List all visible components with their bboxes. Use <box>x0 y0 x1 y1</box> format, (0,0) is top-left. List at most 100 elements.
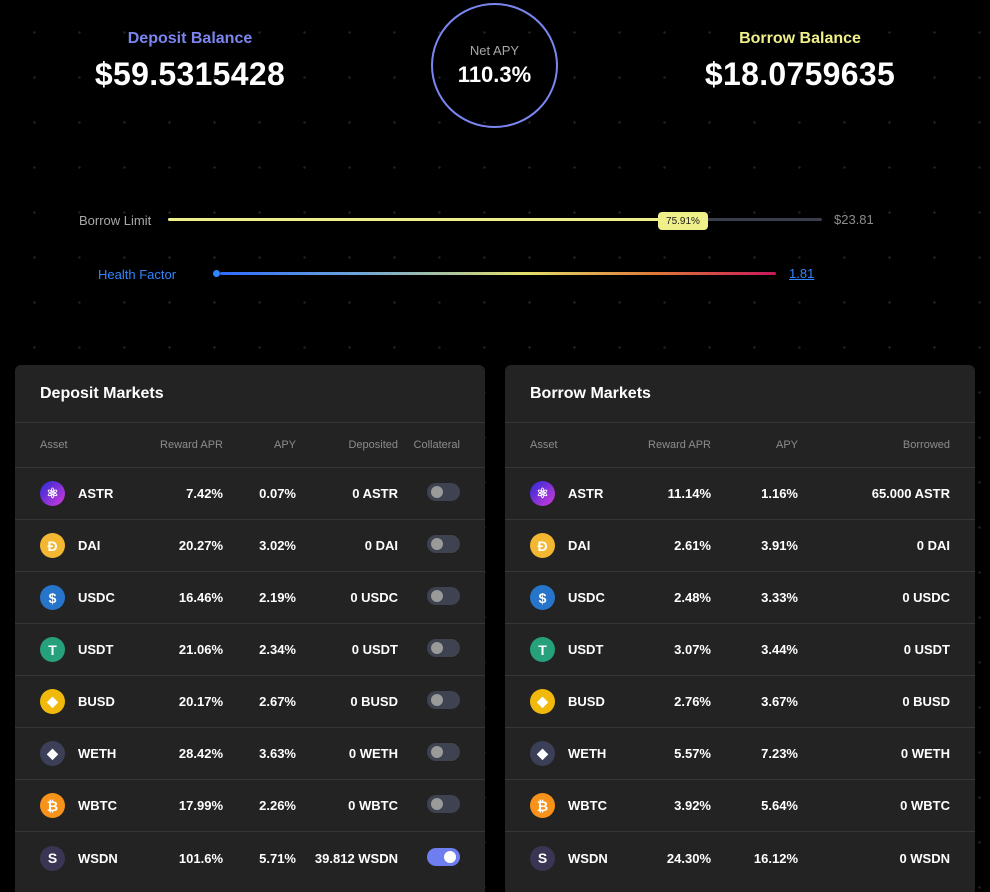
toggle-knob <box>431 746 443 758</box>
apy-value: 3.02% <box>259 538 296 553</box>
reward-apr-value: 24.30% <box>666 850 711 866</box>
header-deposited: Deposited <box>348 439 398 451</box>
deposit-row-usdc[interactable]: $ USDC 16.46% 2.19% 0 USDC <box>15 572 485 624</box>
toggle-knob <box>431 798 443 810</box>
collateral-toggle[interactable] <box>427 795 460 813</box>
asset-name: USDT <box>568 642 604 657</box>
toggle-knob <box>431 694 443 706</box>
asset-cell: S WSDN <box>15 845 155 871</box>
asset-cell: ◆ WETH <box>15 741 155 766</box>
collateral-cell <box>398 743 460 764</box>
collateral-toggle[interactable] <box>427 691 460 709</box>
reward-apr-value: 20.17% <box>178 694 223 709</box>
header-asset: Asset <box>40 439 68 451</box>
collateral-cell <box>398 795 460 816</box>
collateral-cell <box>398 847 460 869</box>
asset-cell: ◆ BUSD <box>15 689 155 714</box>
health-factor-label: Health Factor <box>98 267 177 282</box>
borrowed-value: 0 WBTC <box>900 798 950 813</box>
borrowed-value: 65.000 ASTR <box>871 486 950 501</box>
deposit-rows: ⚛ ASTR 7.42% 0.07% 0 ASTR Đ DAI 20.27% 3.02% 0 DA… <box>15 468 485 884</box>
collateral-toggle[interactable] <box>427 535 460 553</box>
header-borrowed: Borrowed <box>902 439 950 451</box>
asset-cell: ₿ WBTC <box>505 793 645 818</box>
reward-apr-value: 21.06% <box>178 642 223 657</box>
borrow-row-wbtc[interactable]: ₿ WBTC 3.92% 5.64% 0 WBTC <box>505 780 975 832</box>
apy-value: 3.63% <box>259 746 296 761</box>
collateral-toggle[interactable] <box>427 483 460 501</box>
reward-apr-value: 5.57% <box>674 746 711 761</box>
deposited-value: 0 DAI <box>364 538 398 553</box>
health-factor-marker <box>213 270 220 277</box>
reward-apr-value: 20.27% <box>178 538 223 553</box>
asset-name: USDC <box>78 590 115 605</box>
usdc-icon: $ <box>40 585 65 610</box>
asset-cell: ◆ BUSD <box>505 689 645 714</box>
deposit-row-busd[interactable]: ◆ BUSD 20.17% 2.67% 0 BUSD <box>15 676 485 728</box>
apy-value: 2.26% <box>259 798 296 813</box>
deposit-row-astr[interactable]: ⚛ ASTR 7.42% 0.07% 0 ASTR <box>15 468 485 520</box>
net-apy-ring: Net APY 110.3% <box>431 3 558 128</box>
collateral-cell <box>398 691 460 712</box>
asset-name: ASTR <box>78 486 114 501</box>
collateral-toggle[interactable] <box>427 587 460 605</box>
borrow-row-weth[interactable]: ◆ WETH 5.57% 7.23% 0 WETH <box>505 728 975 780</box>
tether-icon: T <box>40 637 65 662</box>
asset-cell: ⚛ ASTR <box>505 481 645 506</box>
asset-name: WBTC <box>568 798 607 813</box>
deposit-markets-title: Deposit Markets <box>15 365 485 423</box>
reward-apr-value: 2.61% <box>674 538 711 553</box>
borrow-row-dai[interactable]: Đ DAI 2.61% 3.91% 0 DAI <box>505 520 975 572</box>
borrow-row-wsdn[interactable]: S WSDN 24.30% 16.12% 0 WSDN <box>505 832 975 884</box>
asset-cell: T USDT <box>15 637 155 662</box>
deposited-value: 0 WBTC <box>348 798 398 813</box>
deposited-value: 39.812 WSDN <box>314 850 398 866</box>
deposit-row-wsdn[interactable]: S WSDN 101.6% 5.71% 39.812 WSDN <box>15 832 485 884</box>
borrow-row-usdt[interactable]: T USDT 3.07% 3.44% 0 USDT <box>505 624 975 676</box>
collateral-toggle[interactable] <box>427 639 460 657</box>
reward-apr-value: 2.76% <box>674 694 711 709</box>
asset-name: WETH <box>78 746 117 761</box>
borrow-limit-fill <box>168 218 664 221</box>
apy-value: 2.67% <box>259 694 296 709</box>
apy-value: 7.23% <box>761 746 798 761</box>
borrow-row-astr[interactable]: ⚛ ASTR 11.14% 1.16% 65.000 ASTR <box>505 468 975 520</box>
reward-apr-value: 101.6% <box>178 850 223 866</box>
deposit-row-usdt[interactable]: T USDT 21.06% 2.34% 0 USDT <box>15 624 485 676</box>
borrowed-value: 0 WSDN <box>899 850 950 866</box>
health-factor-value: 1.81 <box>789 266 815 281</box>
apy-value: 5.64% <box>761 798 798 813</box>
collateral-toggle[interactable] <box>427 743 460 761</box>
deposit-row-weth[interactable]: ◆ WETH 28.42% 3.63% 0 WETH <box>15 728 485 780</box>
borrowed-value: 0 DAI <box>916 538 950 553</box>
borrow-row-busd[interactable]: ◆ BUSD 2.76% 3.67% 0 BUSD <box>505 676 975 728</box>
asset-name: WBTC <box>78 798 117 813</box>
apy-value: 2.19% <box>259 590 296 605</box>
deposit-balance-block: Deposit Balance $59.5315428 <box>20 30 360 93</box>
apy-value: 3.67% <box>761 694 798 709</box>
asset-name: WSDN <box>78 850 118 866</box>
asset-name: DAI <box>568 538 591 553</box>
asset-name: DAI <box>78 538 101 553</box>
asset-name: WSDN <box>568 850 608 866</box>
asset-cell: ₿ WBTC <box>15 793 155 818</box>
collateral-toggle[interactable] <box>427 847 460 866</box>
borrow-rows: ⚛ ASTR 11.14% 1.16% 65.000 ASTR Đ DAI 2.61% 3.91… <box>505 468 975 884</box>
reward-apr-value: 7.42% <box>186 486 223 501</box>
deposit-row-wbtc[interactable]: ₿ WBTC 17.99% 2.26% 0 WBTC <box>15 780 485 832</box>
header-apy: APY <box>273 439 296 451</box>
borrow-markets-panel: Borrow Markets Asset Reward APR APY Borr… <box>505 365 975 892</box>
deposit-row-dai[interactable]: Đ DAI 20.27% 3.02% 0 DAI <box>15 520 485 572</box>
health-factor-gradient <box>220 272 776 275</box>
shiden-icon: S <box>530 845 555 871</box>
asset-cell: $ USDC <box>505 585 645 610</box>
borrowed-value: 0 BUSD <box>902 694 950 709</box>
reward-apr-value: 3.07% <box>674 642 711 657</box>
net-apy-label: Net APY <box>469 43 520 58</box>
astar-icon: ⚛ <box>40 481 65 506</box>
asset-name: ASTR <box>568 486 604 501</box>
toggle-knob <box>431 538 443 550</box>
borrowed-value: 0 USDT <box>903 642 950 657</box>
borrow-limit-percent-badge: 75.91% <box>658 212 708 230</box>
borrow-row-usdc[interactable]: $ USDC 2.48% 3.33% 0 USDC <box>505 572 975 624</box>
